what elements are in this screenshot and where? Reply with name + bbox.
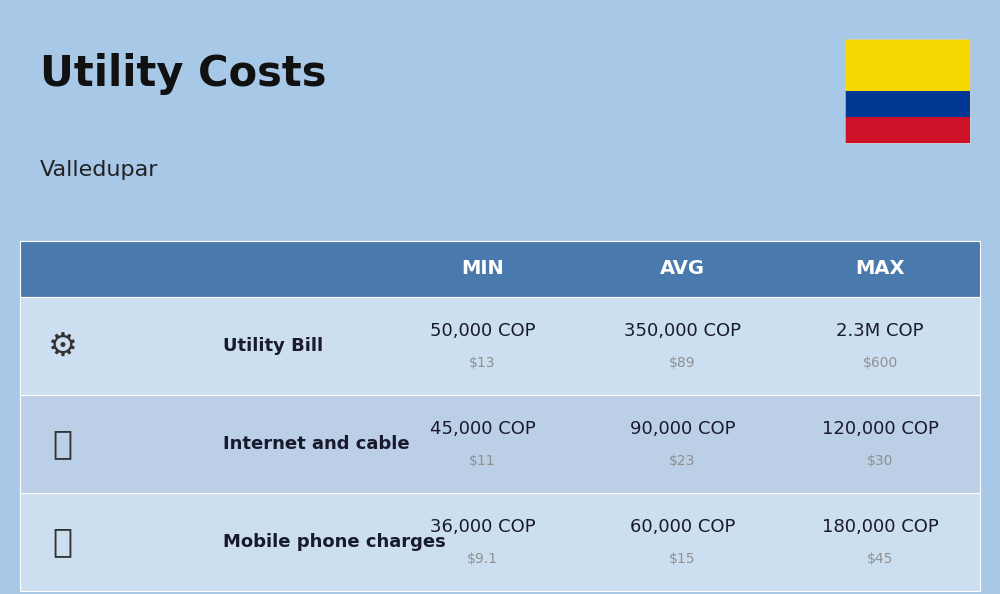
Text: 60,000 COP: 60,000 COP (630, 518, 735, 536)
Text: $11: $11 (469, 454, 496, 467)
Text: $13: $13 (469, 356, 496, 369)
Bar (845, 116, 970, 143)
Text: $600: $600 (862, 356, 898, 369)
Text: 120,000 COP: 120,000 COP (822, 420, 938, 438)
Bar (20, 241, 980, 297)
Text: 45,000 COP: 45,000 COP (430, 420, 535, 438)
Text: $9.1: $9.1 (467, 552, 498, 565)
Text: Utility Costs: Utility Costs (40, 53, 326, 96)
Text: ⚙: ⚙ (48, 330, 77, 362)
Text: 180,000 COP: 180,000 COP (822, 518, 938, 536)
Text: 2.3M COP: 2.3M COP (836, 322, 924, 340)
Text: 📶: 📶 (52, 428, 72, 460)
Text: $15: $15 (669, 552, 696, 565)
Bar (845, 39, 970, 143)
Text: 90,000 COP: 90,000 COP (630, 420, 735, 438)
Text: MAX: MAX (855, 260, 905, 278)
Text: MIN: MIN (461, 260, 504, 278)
Bar (845, 39, 970, 90)
Bar (845, 91, 970, 116)
Bar (20, 395, 980, 493)
Text: $30: $30 (867, 454, 893, 467)
Text: Valledupar: Valledupar (40, 160, 158, 181)
Bar (20, 297, 980, 395)
Text: $45: $45 (867, 552, 893, 565)
Text: Utility Bill: Utility Bill (223, 337, 323, 355)
Text: $23: $23 (669, 454, 696, 467)
Text: 50,000 COP: 50,000 COP (430, 322, 535, 340)
Text: 36,000 COP: 36,000 COP (430, 518, 535, 536)
Text: Mobile phone charges: Mobile phone charges (223, 533, 445, 551)
Text: 350,000 COP: 350,000 COP (624, 322, 741, 340)
Bar (20, 493, 980, 591)
Text: Internet and cable: Internet and cable (223, 435, 409, 453)
Text: $89: $89 (669, 356, 696, 369)
Text: 📱: 📱 (52, 526, 72, 558)
Text: AVG: AVG (660, 260, 705, 278)
